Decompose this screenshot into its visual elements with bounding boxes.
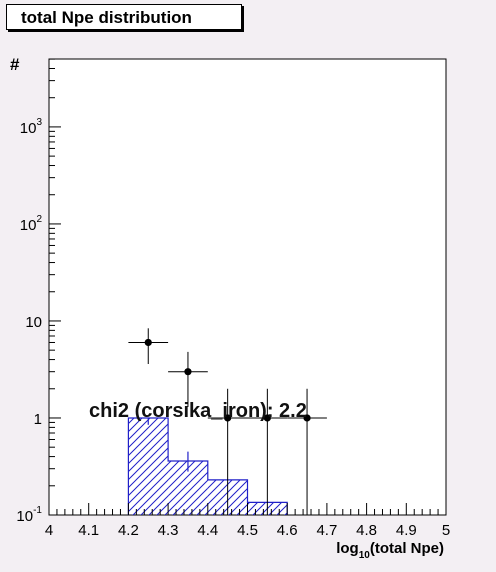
- data-point-group: [207, 388, 248, 515]
- x-tick-label: 4.4: [197, 522, 218, 539]
- axes-layer: 4 4.1 4.2 4.3 4.4 4.5 4.6 4.7 4.8 4.9 5 10-1 1 10 102 1…: [16, 58, 450, 539]
- x-tick-label: 4: [45, 522, 53, 539]
- y-tick-label: 1: [34, 411, 42, 428]
- x-tick-label: 4.5: [237, 522, 258, 539]
- x-tick-label: 4.7: [316, 522, 337, 539]
- x-tick-label: 4.9: [396, 522, 417, 539]
- y-tick-label: 10-1: [16, 505, 42, 525]
- histogram-bar: [128, 417, 169, 515]
- y-tick-label: 10: [25, 314, 42, 331]
- chart-title: total Npe distribution: [6, 4, 242, 30]
- chi2-annotation: chi2 (corsika_iron): 2.2: [89, 400, 307, 422]
- data-point-group: [128, 328, 169, 365]
- data-point: [263, 414, 271, 422]
- data-point-group: [247, 388, 288, 515]
- x-tick-label: 4.8: [356, 522, 377, 539]
- data-point-group: [287, 388, 327, 515]
- y-tick-label: 102: [20, 214, 43, 234]
- y-tick-label: 103: [20, 117, 43, 137]
- x-axis-label: log10(total Npe): [336, 540, 444, 561]
- x-tick-label: 5: [442, 522, 450, 539]
- plot-frame: [48, 58, 447, 516]
- data-point: [303, 414, 311, 422]
- data-point: [144, 338, 152, 347]
- y-axis-label: #: [10, 55, 20, 74]
- data-point-group: [168, 351, 208, 407]
- x-tick-label: 4.6: [277, 522, 298, 539]
- x-tick-label: 4.3: [158, 522, 179, 539]
- x-tick-label: 4.2: [118, 522, 139, 539]
- data-point: [184, 368, 192, 376]
- x-tick-label: 4.1: [78, 522, 99, 539]
- data-point: [224, 414, 232, 422]
- data-points-layer: [128, 328, 327, 515]
